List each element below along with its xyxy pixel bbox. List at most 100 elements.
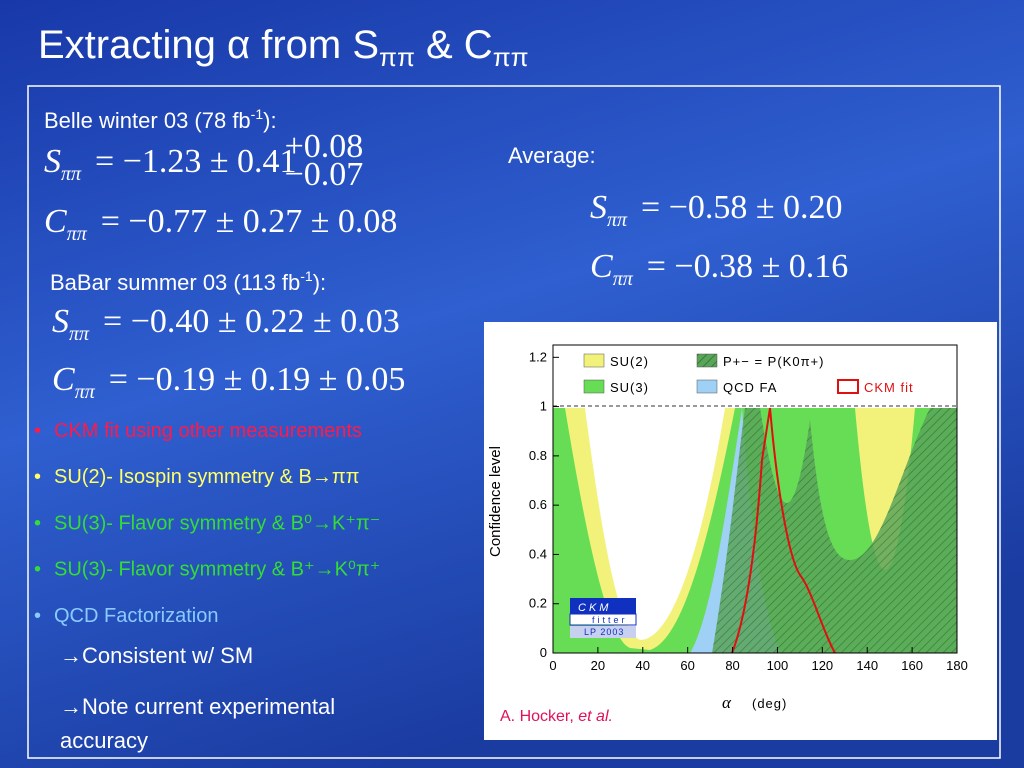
title-text: & C [415, 23, 493, 67]
eq-symbol: S [44, 143, 61, 180]
conclusion: →Note current experimental [60, 694, 335, 719]
eq-expr: = −0.40 ± 0.22 ± 0.03 [103, 303, 400, 340]
conclusion: →Consistent w/ SM [60, 643, 253, 668]
bullet-text: SU(3)- Flavor symmetry & B⁰→K⁺π⁻ [54, 512, 380, 534]
title-sub: ππ [379, 42, 415, 72]
legend-swatch [583, 379, 605, 394]
x-tick-label: 180 [946, 658, 968, 673]
logo-text: LP 2003 [584, 627, 624, 637]
plot-frame [552, 344, 958, 654]
heading: BaBar summer 03 (113 fb-1): [50, 268, 326, 295]
slide-title: Extracting α from Sππ & Cππ [38, 23, 529, 72]
eq-sub: ππ [607, 209, 628, 231]
ckm-curve [731, 407, 836, 653]
eq-expr: = −0.58 ± 0.20 [641, 189, 843, 226]
x-tick-label: 120 [811, 658, 833, 673]
p-region [712, 408, 957, 653]
equation: Cππ = −0.38 ± 0.16 [590, 248, 848, 290]
legend-swatch [583, 353, 605, 368]
bullet-dot: • [34, 605, 41, 627]
y-tick-label: 0 [540, 645, 547, 660]
conclusion: accuracy [60, 728, 148, 753]
axes: 0 20 40 60 80 100 120 140 160 180 0 0.2 0.4 0.6 0.8 1 1.… [529, 349, 968, 673]
bullet-text: QCD Factorization [54, 605, 219, 627]
equation: Sππ = −0.58 ± 0.20 [590, 189, 843, 231]
title-sub: ππ [493, 42, 529, 72]
x-tick-label: 60 [680, 658, 694, 673]
heading-sup: -1 [300, 268, 313, 284]
eq-sub: ππ [69, 323, 90, 345]
x-tick-label: 80 [725, 658, 739, 673]
heading-text: Average: [508, 143, 596, 168]
eq-sub: ππ [613, 268, 634, 290]
heading-text: ): [263, 108, 276, 133]
eq-symbol: C [52, 361, 75, 398]
x-axis-unit: (deg) [752, 696, 787, 711]
legend-label: P+− = P(K0π+) [723, 354, 824, 369]
equation: Cππ = −0.77 ± 0.27 ± 0.08 [44, 203, 397, 245]
eq-symbol: S [590, 189, 607, 226]
x-tick-label: 20 [591, 658, 605, 673]
logo-box [570, 598, 636, 614]
logo-text: fitter [592, 615, 628, 625]
legend-swatch [696, 379, 718, 394]
excluded-region [585, 408, 725, 640]
heading-text: Belle winter 03 (78 fb [44, 108, 251, 133]
eq-expr: = −0.38 ± 0.16 [647, 248, 849, 285]
equation: Sππ = −0.40 ± 0.22 ± 0.03 [52, 303, 400, 345]
heading-text: ): [313, 270, 326, 295]
eq-lower: −0.07 [285, 156, 364, 193]
credit-text: et al. [578, 708, 613, 725]
legend-label: CKM fit [864, 380, 914, 395]
plot-regions [553, 405, 957, 653]
x-tick-label: 100 [767, 658, 789, 673]
equation: Sππ = −1.23 ± 0.41 [44, 143, 297, 185]
eq-symbol: C [590, 248, 613, 285]
title-text: Extracting α from S [38, 23, 379, 67]
y-tick-label: 0.8 [529, 448, 547, 463]
logo-box [569, 613, 637, 626]
bullet-dot: • [34, 559, 41, 581]
eq-sub: ππ [67, 223, 88, 245]
bullet-dot: • [34, 466, 41, 488]
x-tick-label: 140 [856, 658, 878, 673]
eq-expr: = −0.77 ± 0.27 ± 0.08 [101, 203, 398, 240]
heading-text: BaBar summer 03 (113 fb [50, 270, 300, 295]
x-axis-symbol: α [722, 693, 732, 712]
eq-symbol: C [44, 203, 67, 240]
y-axis-label: Confidence level [487, 446, 504, 557]
y-tick-label: 1.2 [529, 349, 547, 364]
bullets: • CKM fit using other measurements • SU(2)-… [34, 420, 380, 753]
heading: Average: [508, 143, 596, 168]
legend: SU(2) SU(3) P+− = P(K0π+) QCD FA CKM fit [583, 353, 914, 395]
x-tick-label: 0 [549, 658, 556, 673]
credit: A. Hocker, et al. [500, 708, 613, 725]
equations: Belle winter 03 (78 fb-1):Sππ = −1.23 ± 0… [44, 106, 848, 403]
logo: CKM fitter LP 2003 [569, 598, 637, 638]
eq-upper: +0.08 [285, 128, 364, 165]
bullet-text: CKM fit using other measurements [54, 420, 362, 442]
legend-swatch [837, 379, 859, 394]
legend-label: SU(3) [610, 380, 649, 395]
legend-label: SU(2) [610, 354, 649, 369]
bullet-dot: • [34, 512, 41, 534]
heading: Belle winter 03 (78 fb-1): [44, 106, 277, 133]
y-tick-label: 0.6 [529, 497, 547, 512]
eq-expr: = −1.23 ± 0.41 [95, 143, 297, 180]
heading-sup: -1 [251, 106, 264, 122]
bullet-text: SU(3)- Flavor symmetry & B⁺→K⁰π⁺ [54, 559, 380, 581]
logo-box [570, 626, 636, 638]
eq-sub: ππ [75, 381, 96, 403]
eq-symbol: S [52, 303, 69, 340]
y-tick-label: 0.4 [529, 546, 547, 561]
y-tick-label: 0.2 [529, 596, 547, 611]
frame [27, 85, 1001, 759]
x-tick-label: 160 [901, 658, 923, 673]
eq-expr: = −0.19 ± 0.19 ± 0.05 [109, 361, 406, 398]
bullet-text: SU(2)- Isospin symmetry & B→ππ [54, 466, 359, 488]
credit-text: A. Hocker, [500, 708, 578, 725]
equation: Cππ = −0.19 ± 0.19 ± 0.05 [52, 361, 405, 403]
legend-swatch [696, 353, 718, 368]
y-tick-label: 1 [540, 399, 547, 414]
